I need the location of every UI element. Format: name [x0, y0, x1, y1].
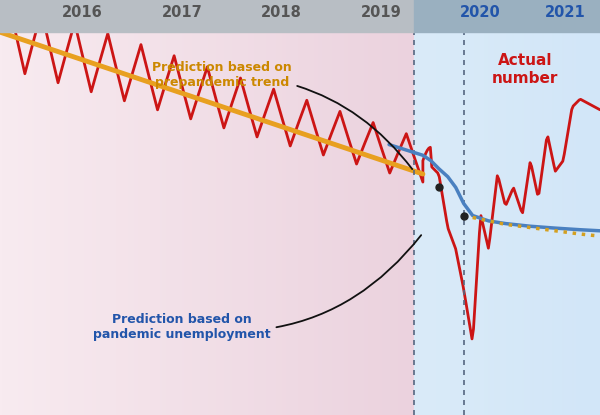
Text: 2018: 2018: [261, 5, 302, 20]
Text: Prediction based on
pandemic unemployment: Prediction based on pandemic unemploymen…: [93, 235, 421, 341]
Text: Prediction based on
prepandemic trend: Prediction based on prepandemic trend: [152, 61, 412, 169]
Text: 2019: 2019: [361, 5, 401, 20]
Bar: [414, 0, 600, 32]
Text: 2017: 2017: [162, 5, 202, 20]
Bar: [0, 0, 414, 32]
Text: 2016: 2016: [62, 5, 103, 20]
Text: 2020: 2020: [460, 5, 501, 20]
Text: 2021: 2021: [545, 5, 586, 20]
Text: Actual
number: Actual number: [492, 54, 559, 86]
